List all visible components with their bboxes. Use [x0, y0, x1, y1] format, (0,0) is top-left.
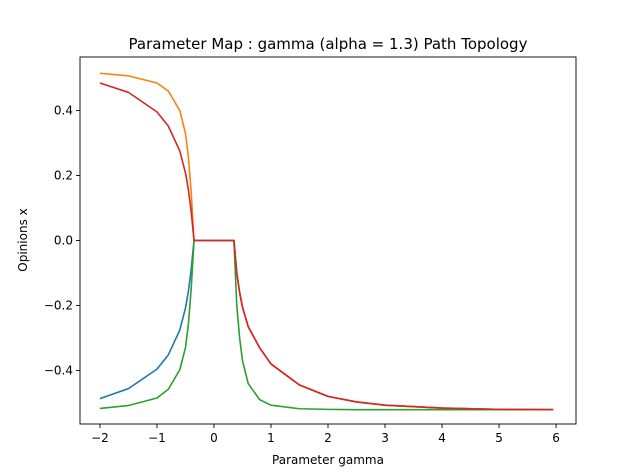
plot-area: −2 −1 0 1 2 3 4 5 6 −0.4 −0.2 0.0 0.2 0.4 — [44, 56, 577, 445]
x-tick-label: 0 — [210, 431, 218, 445]
x-axis-label: Parameter gamma — [272, 453, 384, 467]
x-axis: −2 −1 0 1 2 3 4 5 6 — [91, 424, 560, 445]
y-tick-label: 0.4 — [54, 104, 73, 118]
y-axis-label: Opinions x — [16, 208, 30, 271]
x-tick-label: 6 — [552, 431, 560, 445]
y-axis: −0.4 −0.2 0.0 0.2 0.4 — [44, 104, 80, 377]
x-tick-label: 3 — [381, 431, 389, 445]
y-tick-label: 0.0 — [54, 234, 73, 248]
x-tick-label: 5 — [495, 431, 503, 445]
y-tick-label: −0.2 — [44, 298, 73, 312]
y-tick-label: −0.4 — [44, 363, 73, 377]
y-tick-label: 0.2 — [54, 169, 73, 183]
x-tick-label: 4 — [438, 431, 446, 445]
x-tick-label: −1 — [148, 431, 166, 445]
plot-frame — [79, 56, 577, 425]
chart-title: Parameter Map : gamma (alpha = 1.3) Path… — [129, 35, 528, 53]
series-line-1 — [99, 239, 554, 411]
series-layer — [99, 72, 554, 411]
x-tick-label: 1 — [267, 431, 275, 445]
series-line-2 — [99, 72, 554, 411]
series-line-3 — [99, 239, 554, 411]
x-tick-label: −2 — [91, 431, 109, 445]
series-line-4 — [99, 82, 554, 411]
x-tick-label: 2 — [324, 431, 332, 445]
